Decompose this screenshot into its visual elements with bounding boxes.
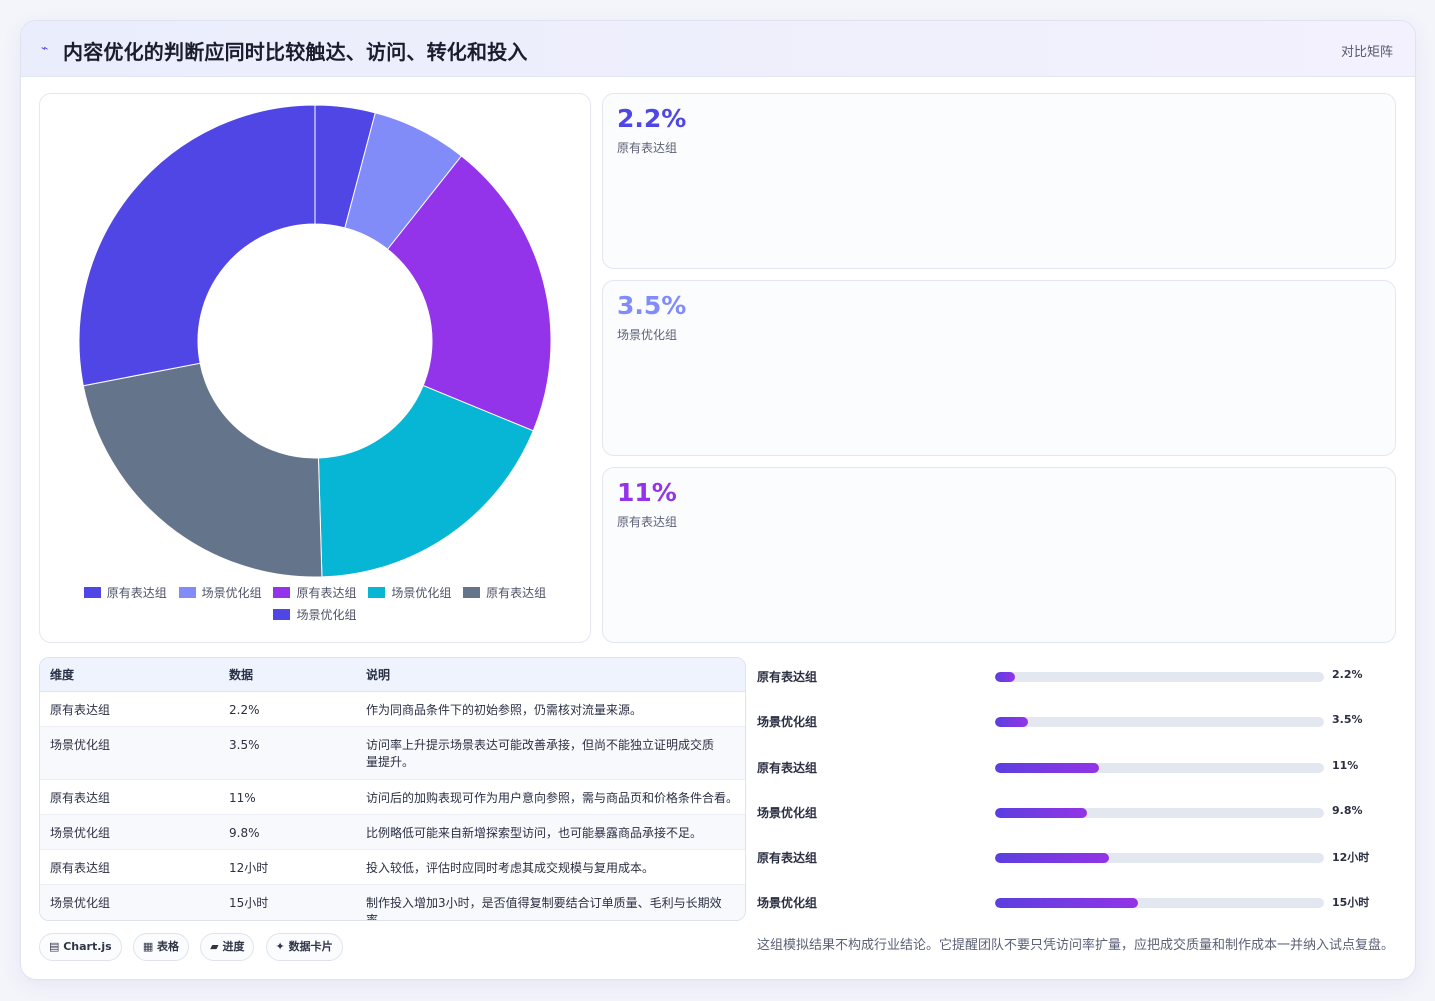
table-cell: 场景优化组 [40, 814, 219, 850]
table-row: 场景优化组 15小时 制作投入增加3小时，是否值得复制要结合订单质量、毛利与长期… [40, 884, 745, 920]
table-cell: 原有表达组 [40, 691, 219, 727]
table-cell: 9.8% [219, 814, 356, 850]
progress-fill [995, 808, 1088, 818]
report-panel: ⌁ 内容优化的判断应同时比较触达、访问、转化和投入 对比矩阵 原有表达组 场景优… [20, 20, 1416, 980]
progress-fill [995, 717, 1028, 727]
legend-item[interactable]: 原有表达组 [463, 582, 546, 604]
kpi-value: 3.5% [617, 291, 687, 320]
table-cell: 原有表达组 [40, 849, 219, 885]
table-cell: 2.2% [219, 691, 356, 727]
progress-value: 9.8% [1332, 804, 1363, 817]
kpi-label: 原有表达组 [617, 141, 678, 155]
view-mode-label[interactable]: 对比矩阵 [1340, 45, 1393, 60]
column-header[interactable]: 数据 [219, 658, 356, 692]
table-cell: 场景优化组 [40, 884, 219, 920]
progress-value: 15小时 [1332, 896, 1370, 909]
donut-slice[interactable] [82, 362, 323, 578]
kpi-value: 2.2% [617, 104, 687, 133]
kpi-card: 11% 原有表达组 [602, 467, 1396, 643]
chart-legend: 原有表达组 场景优化组 原有表达组 场景优化组 原有表达组 场景优化组 [40, 582, 590, 626]
progress-row: 原有表达组 11% [757, 757, 1397, 777]
progress-row: 原有表达组 2.2% [757, 666, 1397, 686]
table-row: 原有表达组 12小时 投入较低，评估时应同时考虑其成交规模与复用成本。 [40, 849, 745, 885]
progress-row: 场景优化组 3.5% [757, 711, 1397, 731]
legend-item[interactable]: 场景优化组 [273, 604, 357, 626]
progress-row: 原有表达组 12小时 [757, 847, 1397, 867]
progress-value: 2.2% [1332, 668, 1363, 681]
table-cell: 作为同商品条件下的初始参照，仍需核对流量来源。 [356, 691, 745, 727]
trend-icon: ⌁ [41, 41, 49, 55]
donut-chart [78, 104, 552, 578]
progress-label: 原有表达组 [757, 851, 818, 865]
kpi-value: 11% [617, 478, 677, 507]
table-cell: 比例略低可能来自新增探索型访问，也可能暴露商品承接不足。 [356, 814, 745, 850]
table-row: 原有表达组 2.2% 作为同商品条件下的初始参照，仍需核对流量来源。 [40, 691, 745, 727]
progress-fill [995, 763, 1099, 773]
legend-item[interactable]: 场景优化组 [178, 582, 262, 604]
progress-row: 场景优化组 15小时 [757, 892, 1397, 912]
kpi-label: 原有表达组 [617, 515, 678, 529]
donut-slice[interactable] [386, 155, 552, 432]
progress-track [995, 808, 1324, 818]
donut-chart-card: 原有表达组 场景优化组 原有表达组 场景优化组 原有表达组 场景优化组 [39, 93, 591, 643]
progress-row: 场景优化组 9.8% [757, 802, 1397, 822]
table-cell: 原有表达组 [40, 779, 219, 815]
progress-value: 3.5% [1332, 713, 1363, 726]
legend-item[interactable]: 原有表达组 [83, 582, 167, 604]
kpi-card: 2.2% 原有表达组 [602, 93, 1396, 269]
legend-item[interactable]: 原有表达组 [273, 582, 357, 604]
progress-fill [995, 672, 1015, 682]
tag-progress[interactable]: ▰ 进度 [200, 933, 255, 961]
tag-table[interactable]: ▦ 表格 [132, 933, 190, 961]
table-cell: 15小时 [219, 884, 356, 920]
progress-label: 场景优化组 [757, 715, 818, 729]
table-header-row: 维度 数据 说明 [40, 658, 745, 692]
kpi-label: 场景优化组 [617, 328, 678, 342]
progress-label: 场景优化组 [757, 896, 818, 910]
progress-label: 原有表达组 [757, 670, 818, 684]
progress-value: 11% [1332, 759, 1359, 772]
tag-data-cards[interactable]: ✦ 数据卡片 [265, 933, 343, 961]
progress-label: 原有表达组 [757, 761, 818, 775]
table-cell: 3.5% [219, 726, 356, 780]
progress-track [995, 672, 1324, 682]
progress-track [995, 853, 1324, 863]
footnote: 这组模拟结果不构成行业结论。它提醒团队不要只凭访问率扩量，应把成交质量和制作成本… [757, 938, 1395, 953]
table-row: 原有表达组 11% 访问后的加购表现可作为用户意向参照，需与商品页和价格条件合看… [40, 779, 745, 815]
kpi-card: 3.5% 场景优化组 [602, 280, 1396, 456]
table-cell: 访问率上升提示场景表达可能改善承接，但尚不能独立证明成交质量提升。 [356, 726, 745, 780]
table-row: 场景优化组 9.8% 比例略低可能来自新增探索型访问，也可能暴露商品承接不足。 [40, 814, 745, 850]
table-cell: 投入较低，评估时应同时考虑其成交规模与复用成本。 [356, 849, 745, 885]
donut-slice[interactable] [317, 384, 534, 578]
progress-fill [995, 898, 1139, 908]
table-cell: 12小时 [219, 849, 356, 885]
progress-track [995, 898, 1324, 908]
panel-header: ⌁ 内容优化的判断应同时比较触达、访问、转化和投入 对比矩阵 [21, 21, 1415, 77]
column-header[interactable]: 维度 [40, 658, 219, 692]
progress-value: 12小时 [1332, 851, 1370, 864]
column-header[interactable]: 说明 [356, 658, 745, 692]
progress-track [995, 763, 1324, 773]
donut-slice[interactable] [78, 104, 316, 387]
tag-chartjs[interactable]: ▤ Chart.js [39, 933, 122, 961]
table-row: 场景优化组 3.5% 访问率上升提示场景表达可能改善承接，但尚不能独立证明成交质… [40, 726, 745, 780]
table-cell: 11% [219, 779, 356, 815]
progress-fill [995, 853, 1109, 863]
data-table: 维度 数据 说明 原有表达组 2.2% 作为同商品条件下的初始参照，仍需核对流量… [39, 657, 746, 921]
progress-label: 场景优化组 [757, 806, 818, 820]
table-cell: 访问后的加购表现可作为用户意向参照，需与商品页和价格条件合看。 [356, 779, 745, 815]
page-title: 内容优化的判断应同时比较触达、访问、转化和投入 [63, 40, 528, 64]
feature-tags: ▤ Chart.js ▦ 表格 ▰ 进度 ✦ 数据卡片 [39, 933, 349, 961]
progress-track [995, 717, 1324, 727]
table-cell: 制作投入增加3小时，是否值得复制要结合订单质量、毛利与长期效率。 [356, 884, 745, 920]
legend-item[interactable]: 场景优化组 [368, 582, 451, 604]
table-cell: 场景优化组 [40, 726, 219, 780]
